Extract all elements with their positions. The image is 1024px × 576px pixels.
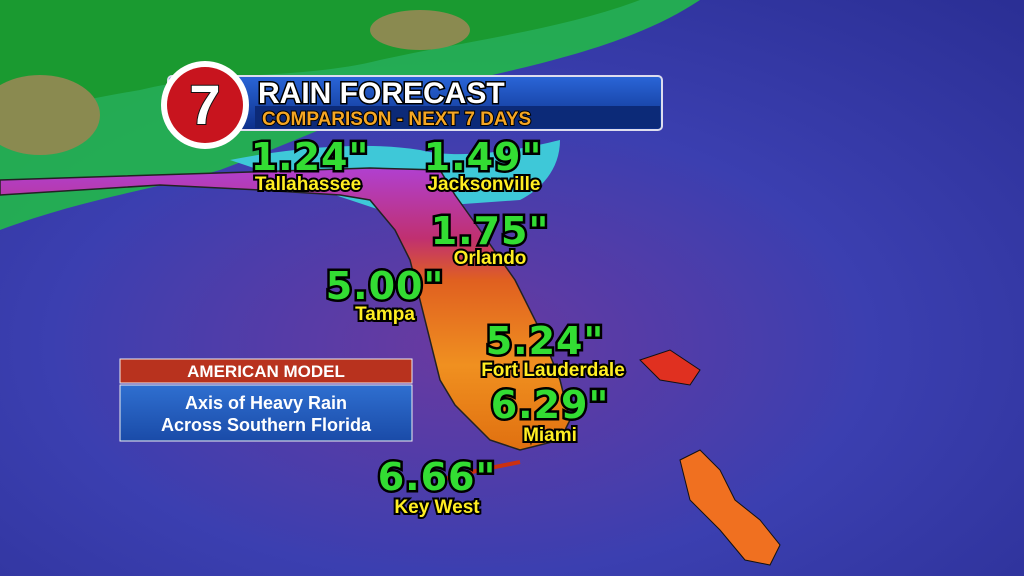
- city-name: Key West: [394, 497, 480, 518]
- subtitle-bar: [255, 106, 660, 128]
- rain-amount: 5.24": [486, 319, 605, 363]
- island: [679, 449, 781, 566]
- subtitle: COMPARISON - NEXT 7 DAYS: [262, 109, 531, 130]
- city-name: Tampa: [355, 304, 415, 325]
- logo: [167, 67, 243, 143]
- rain-amount: 6.66": [378, 455, 497, 499]
- panel-line: Axis of Heavy Rain: [185, 393, 347, 413]
- title: RAIN FORECAST: [258, 77, 505, 110]
- city-name: Fort Lauderdale: [481, 360, 625, 381]
- city-name: Tallahassee: [255, 174, 361, 195]
- city-name: Orlando: [454, 248, 527, 269]
- panel-heading-bar: [119, 358, 413, 384]
- panel-heading: AMERICAN MODEL: [187, 362, 345, 381]
- city-name: Miami: [523, 425, 577, 446]
- florida: [0, 167, 571, 451]
- rain-amount: 6.29": [491, 383, 610, 427]
- rain-amount: 1.24": [251, 135, 370, 179]
- rain-amount: 1.49": [424, 135, 543, 179]
- rain-amount: 5.00": [326, 264, 445, 308]
- panel-line: Across Southern Florida: [161, 415, 372, 435]
- land-patch: [370, 10, 470, 50]
- rain-amount: 1.75": [431, 209, 550, 253]
- island: [639, 349, 701, 386]
- land-patch: [0, 75, 100, 155]
- logo-text: 7: [189, 73, 220, 136]
- panel-body: [119, 384, 413, 442]
- city-name: Jacksonville: [427, 174, 540, 195]
- keys: [439, 460, 521, 482]
- rain-band: [0, 0, 640, 120]
